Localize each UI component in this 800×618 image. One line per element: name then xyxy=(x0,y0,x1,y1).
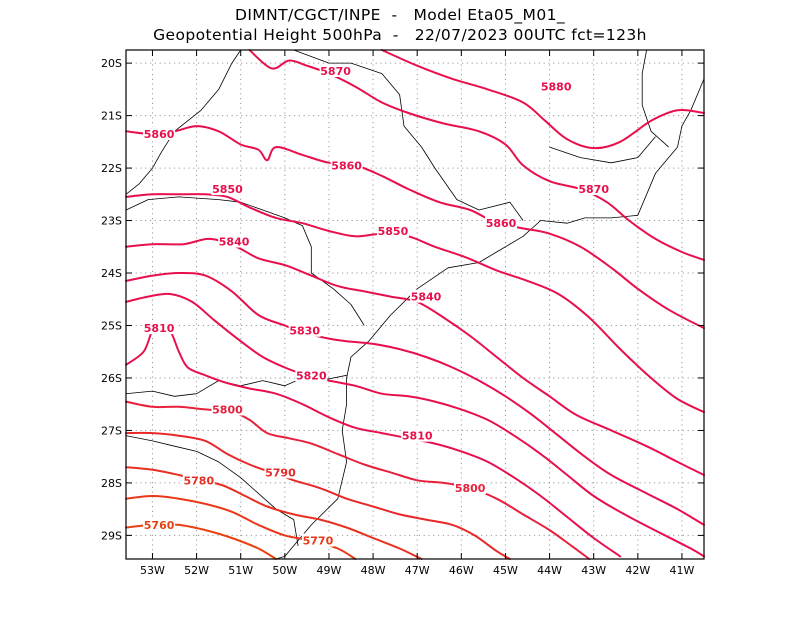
lon-tick-label: 52W xyxy=(184,564,209,577)
contour-label: 5850 xyxy=(378,225,409,238)
lon-tick-label: 45W xyxy=(493,564,518,577)
lat-tick-label: 20S xyxy=(101,57,122,70)
lon-tick-label: 47W xyxy=(405,564,430,577)
contour-label: 5870 xyxy=(320,65,351,78)
lon-tick-label: 42W xyxy=(625,564,650,577)
map-frame xyxy=(125,49,705,560)
lat-tick-label: 24S xyxy=(101,267,122,280)
contour-5780 xyxy=(125,466,423,560)
contour-label: 5870 xyxy=(578,183,609,196)
state-border-2 xyxy=(125,196,365,326)
contour-label-background xyxy=(143,517,176,531)
contour-label: 5810 xyxy=(402,430,433,443)
lat-tick-label: 28S xyxy=(101,477,122,490)
contour-label: 5860 xyxy=(486,217,517,230)
contour-label: 5790 xyxy=(265,466,296,479)
state-border-5 xyxy=(293,49,524,221)
contour-label: 5860 xyxy=(144,128,175,141)
lat-tick-label: 22S xyxy=(101,162,122,175)
contour-5790 xyxy=(125,431,511,560)
contour-label-background xyxy=(143,126,176,140)
contour-label-background xyxy=(211,182,244,196)
contour-label-background xyxy=(295,368,328,382)
contour-label-background xyxy=(301,533,334,547)
contour-label: 5860 xyxy=(331,159,362,172)
lon-tick-label: 51W xyxy=(228,564,253,577)
map-subtitle: Geopotential Height 500hPa - 22/07/2023 … xyxy=(153,26,647,44)
contour-label-background xyxy=(211,402,244,416)
contour-label-background xyxy=(143,321,176,335)
lon-tick-label: 41W xyxy=(670,564,695,577)
lon-tick-label: 49W xyxy=(317,564,342,577)
map-title: DIMNT/CGCT/INPE - Model Eta05_M01_ xyxy=(235,6,565,24)
contour-label-background xyxy=(454,481,487,495)
contour-label: 5850 xyxy=(212,183,243,196)
contour-label-background xyxy=(540,79,573,93)
contour-label: 5800 xyxy=(455,482,486,495)
lon-tick-label: 48W xyxy=(361,564,386,577)
lon-tick-label: 44W xyxy=(537,564,562,577)
contour-5820 xyxy=(125,292,705,558)
contour-label-background xyxy=(401,428,434,442)
axis-ticks: 53W 52W 51W 50W 49W 48W 47W 46W 45W 44W 43W 42W 41W 2… xyxy=(101,50,704,577)
contour-5830 xyxy=(125,271,705,526)
lon-tick-label: 43W xyxy=(581,564,606,577)
contour-label: 5800 xyxy=(212,403,243,416)
state-border-7 xyxy=(549,136,656,164)
contour-label: 5830 xyxy=(289,325,320,338)
contour-label-background xyxy=(376,224,409,238)
lon-tick-label: 46W xyxy=(449,564,474,577)
contour-label: 5840 xyxy=(219,236,250,249)
contour-label: 5780 xyxy=(183,474,214,487)
contour-label-background xyxy=(264,465,297,479)
lat-tick-label: 29S xyxy=(101,529,122,542)
contour-5870 xyxy=(248,49,705,261)
lon-tick-label: 50W xyxy=(272,564,297,577)
contour-label-background xyxy=(330,158,363,172)
contour-label: 5760 xyxy=(144,519,175,532)
state-border-4 xyxy=(125,435,299,546)
contour-label: 5770 xyxy=(303,535,334,548)
contour-5880 xyxy=(380,49,705,150)
contour-label-background xyxy=(410,289,443,303)
grid-lines xyxy=(126,50,704,559)
contour-label: 5810 xyxy=(144,322,175,335)
contour-label-background xyxy=(485,216,518,230)
lat-tick-label: 27S xyxy=(101,424,122,437)
lat-tick-label: 21S xyxy=(101,110,122,123)
contour-label-background xyxy=(182,473,215,487)
contour-label: 5880 xyxy=(541,81,572,94)
contour-labels: 5880 5870 5870 5860 5860 5860 5850 5850 5840 5840… xyxy=(143,63,610,548)
contour-label-background xyxy=(319,63,352,77)
contour-label-background xyxy=(288,323,321,337)
state-border-6 xyxy=(641,49,669,148)
contour-5860 xyxy=(125,125,705,330)
contour-label-background xyxy=(218,234,251,248)
contour-label-background xyxy=(577,182,610,196)
lon-tick-label: 53W xyxy=(140,564,165,577)
lat-tick-label: 25S xyxy=(101,319,122,332)
contour-label: 5840 xyxy=(411,291,442,304)
contour-label: 5820 xyxy=(296,369,327,382)
map-background xyxy=(126,50,704,559)
contour-5800 xyxy=(125,400,591,560)
lat-tick-label: 23S xyxy=(101,215,122,228)
lat-tick-label: 26S xyxy=(101,372,122,385)
